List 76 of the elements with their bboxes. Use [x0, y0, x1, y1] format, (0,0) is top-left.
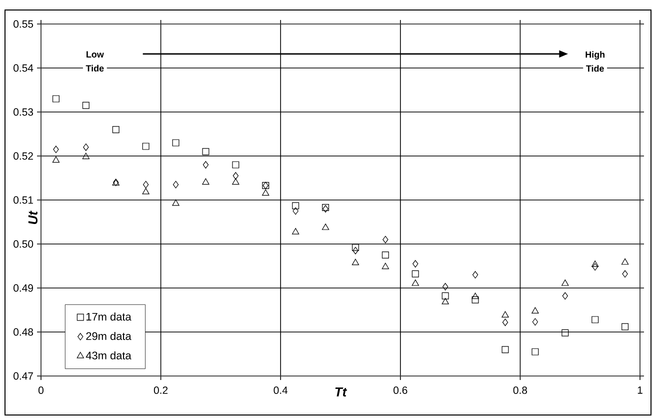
- point: [352, 258, 360, 266]
- point: [83, 144, 89, 151]
- y-tick-label: 0.49: [14, 284, 33, 292]
- point: [592, 260, 599, 267]
- annotation: High Tide: [586, 51, 604, 72]
- point: [52, 156, 60, 163]
- x-tick-label: 0.8: [513, 386, 528, 394]
- point: [172, 139, 180, 146]
- y-tick-label: 0.55: [14, 20, 34, 28]
- y-tick-label: 0.50: [14, 240, 34, 248]
- point: [621, 258, 629, 265]
- point: [52, 95, 60, 102]
- point: [232, 178, 240, 185]
- point: [472, 292, 479, 299]
- legend-label: 43m data: [86, 351, 132, 360]
- point: [412, 270, 419, 278]
- annotation: Low Tide: [86, 51, 104, 72]
- point: [292, 228, 300, 234]
- point: [142, 188, 150, 194]
- point: [622, 270, 628, 278]
- point: [322, 224, 330, 230]
- x-tick-label: 0.2: [154, 386, 168, 394]
- point: [382, 262, 390, 270]
- x-tick-label: 0.6: [394, 386, 408, 394]
- point: [292, 207, 298, 215]
- point: [82, 152, 90, 160]
- y-tick-label: 0.48: [14, 328, 34, 336]
- point: [412, 260, 418, 268]
- point: [532, 307, 539, 314]
- point: [562, 292, 568, 300]
- point: [382, 252, 389, 258]
- x-axis-title: Tt: [335, 387, 348, 396]
- point: [382, 236, 388, 244]
- point: [53, 146, 59, 154]
- point: [412, 280, 419, 286]
- legend-label: 17m data: [86, 312, 132, 321]
- point: [502, 311, 509, 318]
- point: [442, 282, 448, 290]
- point: [502, 318, 508, 326]
- point: [292, 202, 300, 210]
- point: [622, 323, 629, 330]
- point: [232, 161, 240, 168]
- point: [562, 329, 569, 336]
- point: [472, 296, 479, 304]
- point: [472, 271, 478, 278]
- point: [142, 142, 150, 150]
- y-tick-label: 0.52: [14, 152, 33, 160]
- x-tick-label: 0.4: [274, 386, 288, 394]
- point: [82, 102, 90, 109]
- point: [172, 199, 180, 206]
- point: [592, 316, 599, 324]
- point: [202, 178, 210, 185]
- point: [352, 244, 359, 252]
- point: [532, 348, 539, 356]
- point: [562, 280, 569, 286]
- point: [532, 318, 538, 326]
- y-tick-label: 0.53: [14, 108, 34, 116]
- point: [502, 346, 509, 354]
- point: [262, 189, 270, 196]
- point: [202, 148, 210, 156]
- point: [592, 263, 598, 271]
- y-tick-label: 0.51: [14, 196, 33, 204]
- legend-label: 29m data: [86, 332, 132, 340]
- point: [202, 161, 209, 168]
- point: [352, 246, 358, 254]
- x-tick-label: 0: [38, 386, 44, 394]
- point: [442, 298, 449, 304]
- point: [172, 180, 179, 188]
- y-axis-title: Ut: [28, 210, 38, 224]
- point: [442, 292, 449, 300]
- x-tick-label: 1: [638, 386, 642, 394]
- y-tick-label: 0.47: [14, 372, 33, 380]
- point: [112, 126, 120, 134]
- point: [232, 172, 239, 180]
- y-tick-label: 0.54: [14, 64, 34, 72]
- point: [142, 180, 149, 188]
